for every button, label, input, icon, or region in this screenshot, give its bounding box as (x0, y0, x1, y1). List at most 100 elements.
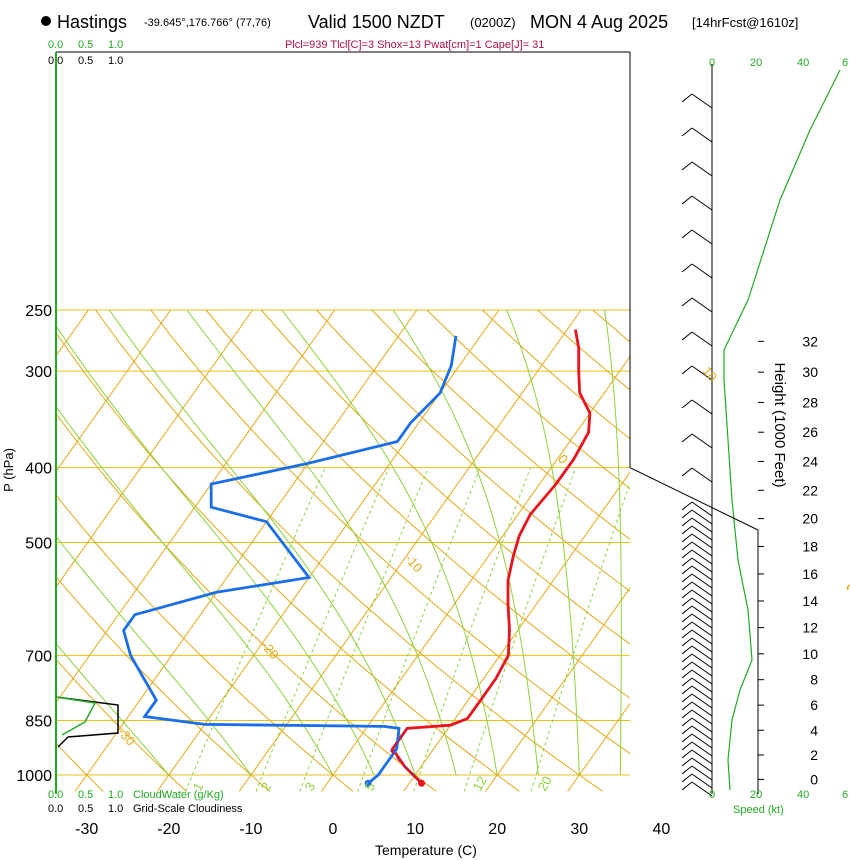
wind-barb-icon (691, 557, 713, 573)
isotherm-label: -10 (402, 551, 426, 575)
wind-barb-icon (691, 161, 713, 177)
dry-adiabat-line (371, 309, 630, 541)
wind-barb-icon (681, 127, 693, 137)
wind-panel (681, 69, 841, 797)
station-coords: -39.645°,176.766° (77,76) (144, 17, 271, 29)
wind-barb-icon (681, 331, 693, 341)
wind-barb-icon (681, 709, 693, 719)
dry-adiabat-line (56, 412, 437, 792)
moist-adiabat-line (506, 309, 580, 776)
cloudwater-label: CloudWater (g/Kg) (133, 789, 224, 801)
height-tick-label: 26 (802, 424, 818, 440)
moist-adiabat-line (56, 535, 252, 776)
wind-barb-icon (691, 613, 713, 629)
wind-barb-icon (681, 525, 693, 535)
station-name: Hastings (57, 12, 127, 32)
mixing-ratio-line (185, 467, 326, 792)
wind-barb-icon (681, 229, 693, 239)
sounding-indices: Plcl=939 Tlcl[C]=3 Shox=13 Pwat[cm]=1 Ca… (285, 39, 544, 51)
isotherm-line (0, 310, 6, 791)
forecast-date: MON 4 Aug 2025 (530, 12, 668, 32)
wind-barb-icon (691, 733, 713, 749)
x-axis-title: Temperature (C) (375, 842, 477, 858)
wind-barb-icon (681, 433, 693, 443)
moist-adiabat-line (56, 405, 334, 776)
cloudiness-trace (55, 696, 119, 748)
wind-barb-icon (681, 621, 693, 631)
cloudwater-bottom-2: 1.0 (108, 789, 123, 801)
wind-barb-icon (681, 161, 693, 171)
dry-adiabat-line (205, 309, 630, 699)
height-tick-label: 8 (810, 672, 818, 688)
wind-barb-icon (681, 669, 693, 679)
height-tick-label: 12 (802, 620, 818, 636)
mixing-ratio-line (357, 467, 481, 792)
wind-barb-icon (681, 629, 693, 639)
isotherm-line (814, 310, 850, 791)
wind-barb-icon (691, 621, 713, 637)
temperature-tick-label: 10 (406, 821, 424, 838)
cloudwater-bottom-0: 0.0 (48, 789, 63, 801)
mixing-ratio-label: 12 (470, 773, 490, 793)
wind-barb-icon (691, 365, 713, 381)
wind-barb-icon (691, 229, 713, 245)
isotherm-line (74, 309, 418, 792)
wind-barb-icon (691, 573, 713, 589)
isotherm-line (238, 309, 582, 792)
cloudwater-tick-1: 0.5 (78, 39, 93, 51)
wind-barb-icon (681, 765, 693, 775)
utc-time: (0200Z) (470, 15, 516, 30)
mixing-ratio-line (255, 467, 390, 792)
wind-barb-icon (681, 597, 693, 607)
wind-barb-icon (691, 589, 713, 605)
dry-adiabat-line (814, 310, 850, 791)
wind-barb-icon (681, 661, 693, 671)
wind-barb-icon (681, 717, 693, 727)
isotherm-line (56, 309, 171, 473)
wind-barb-icon (691, 597, 713, 613)
cloudwater-tick-2: 1.0 (108, 39, 123, 51)
pressure-tick-label: 1000 (16, 768, 52, 785)
height-tick-label: 16 (802, 566, 818, 582)
isotherm-label: 10 (700, 363, 721, 384)
wind-barb-icon (691, 661, 713, 677)
wind-barb-icon (691, 541, 713, 557)
wind-barb-icon (691, 605, 713, 621)
dry-adiabat-line (648, 310, 850, 791)
height-tick-label: 4 (810, 722, 818, 738)
isotherm-line (403, 471, 630, 792)
speed-bottom-1: 20 (750, 789, 762, 801)
speed-top-tick-0: 0 (709, 57, 715, 69)
speed-top-tick-2: 40 (797, 57, 809, 69)
wind-barb-icon (681, 297, 693, 307)
wind-barb-icon (691, 653, 713, 669)
height-tick-label: 28 (802, 394, 818, 410)
speed-bottom-0: 0 (709, 789, 715, 801)
wind-barb-icon (681, 365, 693, 375)
wind-barb-icon (681, 749, 693, 759)
cloudiness-bottom-1: 0.5 (78, 803, 93, 815)
wind-barb-icon (681, 263, 693, 273)
wind-barb-icon (691, 581, 713, 597)
wind-barb-icon (681, 501, 693, 511)
wind-barb-icon (691, 685, 713, 701)
mixing-ratio-line (299, 467, 429, 792)
pressure-tick-label: 400 (25, 461, 52, 478)
wind-barb-icon (691, 331, 713, 347)
pressure-tick-label: 300 (25, 364, 52, 381)
wind-barb-icon (691, 93, 713, 109)
speed-label: Speed (kt) (733, 804, 784, 816)
wind-barb-icon (691, 297, 713, 313)
cloudiness-bottom-0: 0.0 (48, 803, 63, 815)
mixing-ratio-label: 2 (258, 780, 275, 794)
wind-barb-icon (691, 765, 713, 781)
dry-adiabat-line (56, 658, 187, 792)
height-tick-label: 30 (802, 364, 818, 380)
dry-adiabat-line (260, 309, 630, 645)
temperature-tick-label: -10 (239, 821, 262, 838)
wind-barb-icon (691, 629, 713, 645)
wind-speed-line (723, 69, 841, 791)
height-axis-title: Height (1000 Feet) (771, 362, 788, 487)
wind-barb-icon (681, 677, 693, 687)
pressure-tick-label: 500 (25, 536, 52, 553)
